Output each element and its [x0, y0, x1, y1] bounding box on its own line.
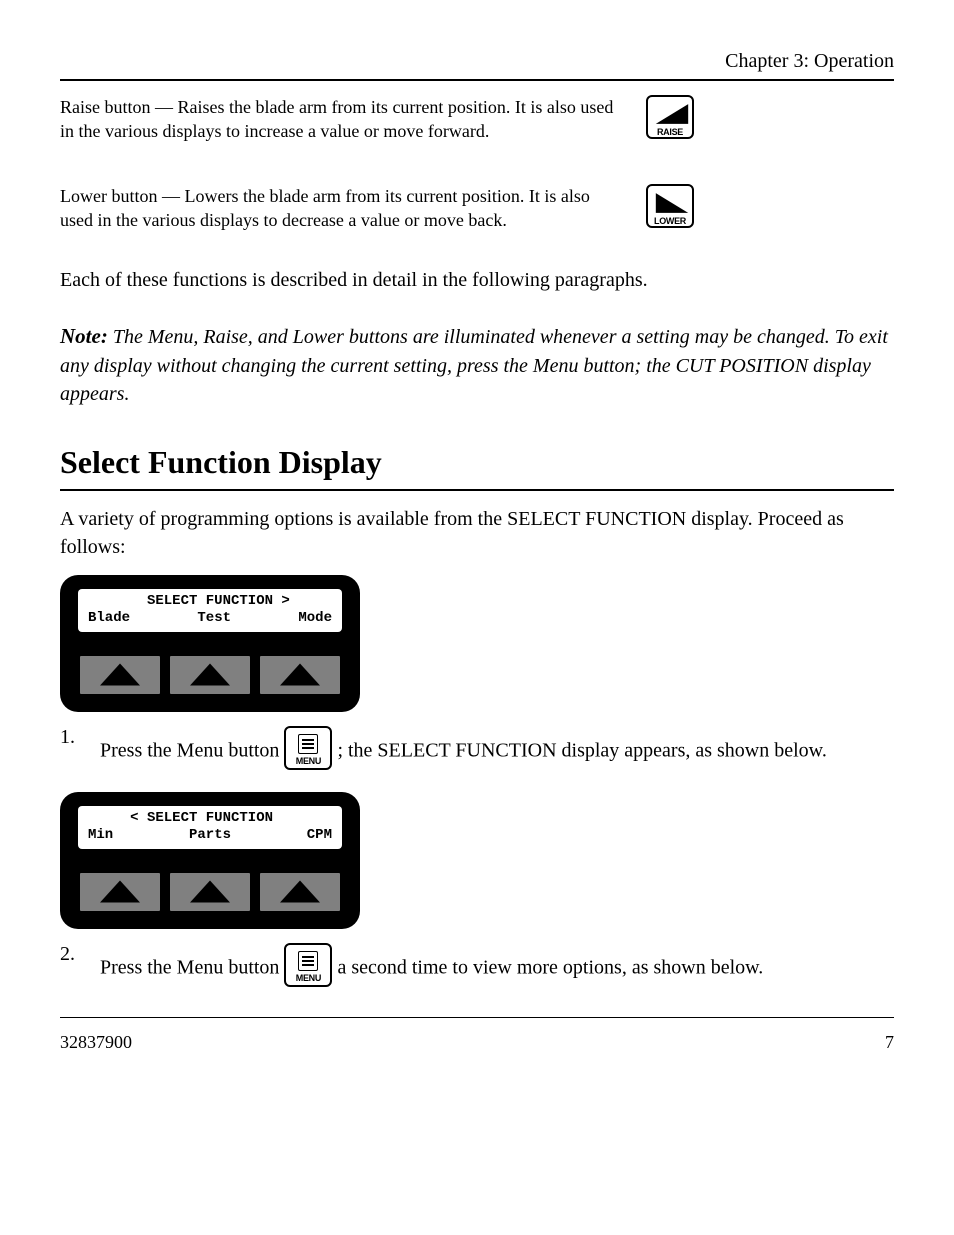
ramp-up-icon: [654, 102, 690, 126]
triangle-up-icon: [278, 661, 322, 687]
lcd-display-2: < SELECT FUNCTION Min Parts CPM: [78, 806, 342, 849]
control-panel-2: < SELECT FUNCTION Min Parts CPM: [60, 792, 360, 929]
panel1-softkey-3[interactable]: [258, 654, 342, 696]
triangle-up-icon: [98, 661, 142, 687]
divider: [60, 489, 894, 491]
menu-icon-label: MENU: [286, 972, 330, 984]
raise-icon-label: RAISE: [648, 127, 692, 137]
lcd2-opt-parts: Parts: [189, 827, 231, 845]
menu-bars-icon: [298, 951, 318, 971]
lcd-display-1: SELECT FUNCTION > Blade Test Mode: [78, 589, 342, 632]
lcd1-line1: SELECT FUNCTION >: [88, 593, 332, 611]
raise-button-icon: RAISE: [646, 95, 694, 139]
triangle-up-icon: [188, 878, 232, 904]
note-body: The Menu, Raise, and Lower buttons are i…: [60, 326, 888, 404]
section-subtext: A variety of programming options is avai…: [60, 505, 894, 561]
lower-button-icon: LOWER: [646, 184, 694, 228]
panel1-softkey-2[interactable]: [168, 654, 252, 696]
header-title: Chapter 3: Operation: [60, 50, 894, 73]
lcd1-opt-mode: Mode: [298, 610, 332, 628]
note-prefix: Note:: [60, 324, 108, 348]
panel1-softkey-1[interactable]: [78, 654, 162, 696]
lcd1-opt-blade: Blade: [88, 610, 130, 628]
lcd2-opt-cpm: CPM: [307, 827, 332, 845]
ramp-down-icon: [654, 191, 690, 215]
lcd1-opt-test: Test: [197, 610, 231, 628]
menu-button-icon: MENU: [284, 726, 332, 770]
panel2-softkey-1[interactable]: [78, 871, 162, 913]
triangle-up-icon: [188, 661, 232, 687]
lcd2-line1: < SELECT FUNCTION: [88, 810, 332, 828]
step-2-text: Press the Menu button MENU a second time…: [100, 943, 894, 995]
panel2-softkey-2[interactable]: [168, 871, 252, 913]
raise-description: Raise button — Raises the blade arm from…: [60, 95, 622, 144]
footer-page: 7: [885, 1032, 894, 1053]
footer-divider: [60, 1017, 894, 1018]
step-2-number: 2.: [60, 943, 100, 995]
control-panel-1: SELECT FUNCTION > Blade Test Mode: [60, 575, 360, 712]
lower-description: Lower button — Lowers the blade arm from…: [60, 184, 622, 233]
step-1-text: Press the Menu button MENU ; the SELECT …: [100, 726, 894, 778]
footer-ref: 32837900: [60, 1032, 132, 1053]
intro-text: Each of these functions is described in …: [60, 266, 894, 294]
lower-icon-label: LOWER: [648, 216, 692, 226]
note-text: Note: The Menu, Raise, and Lower buttons…: [60, 322, 894, 407]
lcd2-opt-min: Min: [88, 827, 113, 845]
triangle-up-icon: [278, 878, 322, 904]
step-1-number: 1.: [60, 726, 100, 778]
section-heading: Select Function Display: [60, 444, 894, 481]
triangle-up-icon: [98, 878, 142, 904]
panel2-softkey-3[interactable]: [258, 871, 342, 913]
divider: [60, 79, 894, 81]
menu-icon-label: MENU: [286, 755, 330, 767]
menu-bars-icon: [298, 734, 318, 754]
menu-button-icon: MENU: [284, 943, 332, 987]
